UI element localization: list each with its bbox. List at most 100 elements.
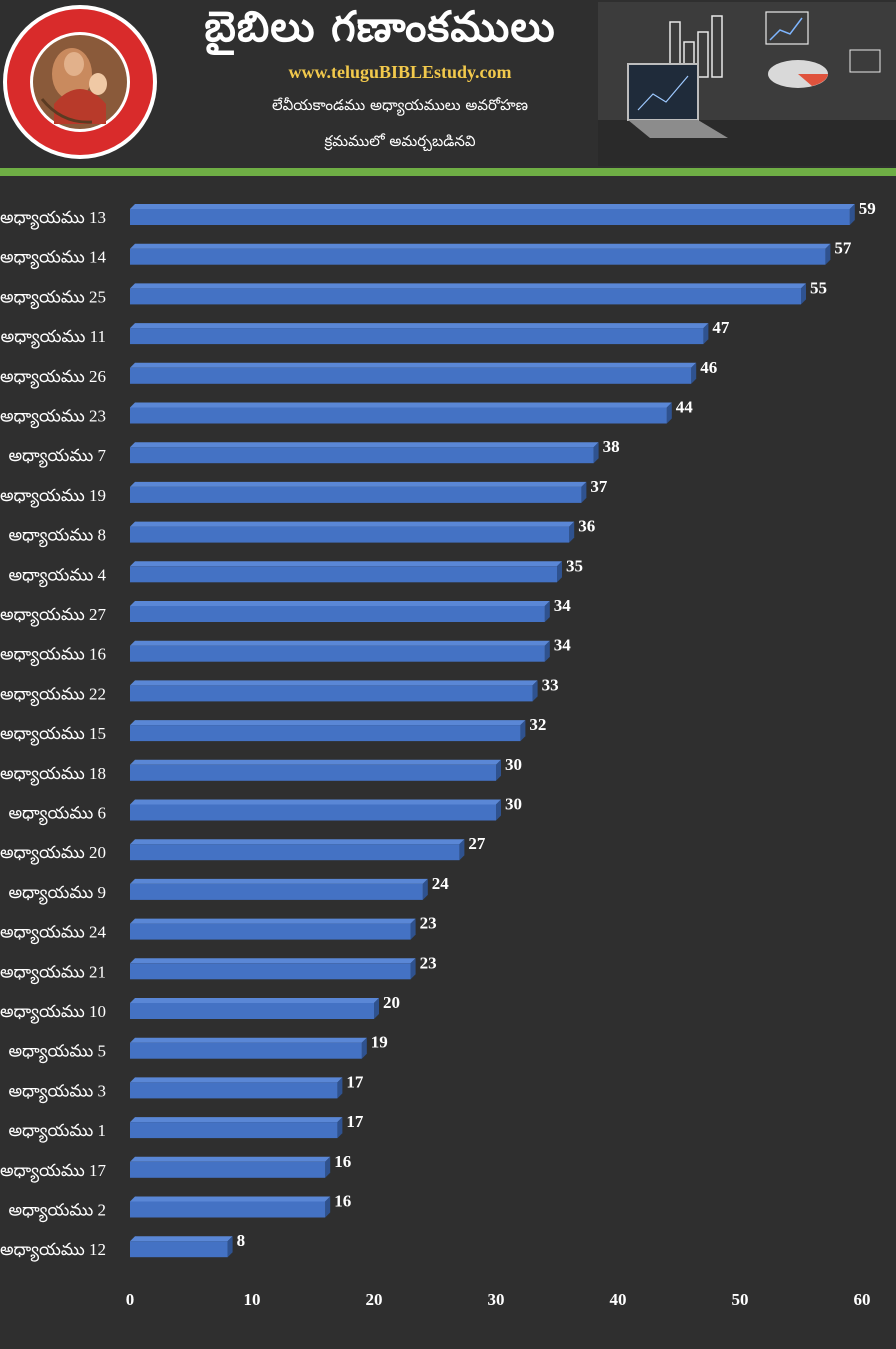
bar xyxy=(130,918,416,940)
bar-side-face xyxy=(703,323,709,345)
data-label: 55 xyxy=(810,278,827,297)
bar-side-face xyxy=(361,1037,367,1059)
category-label: అధ్యాయము 17 xyxy=(0,1161,106,1183)
bar xyxy=(130,680,538,702)
bar-top-face xyxy=(130,561,562,567)
category-label: అధ్యాయము 7 xyxy=(8,446,106,468)
header-banner: బైబిలు గణాంకములు www.teluguBIBLEstudy.co… xyxy=(0,0,896,168)
bar xyxy=(130,878,428,900)
category-label: అధ్యాయము 15 xyxy=(0,724,106,746)
bar-side-face xyxy=(325,1156,331,1178)
bar-front-face xyxy=(130,606,545,622)
data-label: 30 xyxy=(505,755,522,774)
bar-top-face xyxy=(130,759,501,765)
bar-top-face xyxy=(130,680,538,686)
bar-front-face xyxy=(130,209,850,225)
data-label: 19 xyxy=(371,1033,388,1052)
x-tick-label: 0 xyxy=(126,1290,135,1309)
bar-top-face xyxy=(130,521,575,527)
x-tick-label: 40 xyxy=(610,1290,627,1309)
bar xyxy=(130,1117,343,1139)
x-axis-ticks: 0 10 20 30 40 50 60 xyxy=(126,1290,871,1309)
category-label: అధ్యాయము 2 xyxy=(8,1201,106,1223)
category-labels: అధ్యాయము 13 అధ్యాయము 14 అధ్యాయము 25 అధ్యాయమ… xyxy=(0,208,106,1262)
bar-front-face xyxy=(130,645,545,662)
bar-side-face xyxy=(557,561,562,583)
laptop-charts-image xyxy=(598,2,896,166)
category-label: అధ్యాయము 26 xyxy=(0,367,106,389)
bar xyxy=(130,1196,331,1218)
bar-side-face xyxy=(520,720,526,742)
data-label: 16 xyxy=(334,1192,351,1211)
data-label: 24 xyxy=(432,874,450,893)
bar-front-face xyxy=(130,963,411,980)
bar-front-face xyxy=(130,1241,228,1258)
bar-front-face xyxy=(130,407,667,424)
data-label: 33 xyxy=(542,675,559,694)
bar-top-face xyxy=(130,918,416,924)
category-label: అధ్యాయము 24 xyxy=(0,923,106,945)
bar-side-face xyxy=(544,601,550,622)
bars-group xyxy=(130,204,855,1258)
bar-front-face xyxy=(130,566,557,583)
data-label: 38 xyxy=(603,437,620,456)
bar-top-face xyxy=(130,1117,343,1123)
bar-top-face xyxy=(130,362,697,368)
x-tick-label: 60 xyxy=(854,1290,871,1309)
category-label: అధ్యాయము 18 xyxy=(0,764,106,786)
bar-front-face xyxy=(130,447,594,464)
bar-top-face xyxy=(130,640,550,646)
bar xyxy=(130,362,697,384)
data-label: 34 xyxy=(554,636,572,655)
category-label: అధ్యాయము 20 xyxy=(0,843,106,865)
data-label: 59 xyxy=(859,199,876,218)
data-label: 17 xyxy=(346,1112,364,1131)
website-link[interactable]: www.teluguBIBLEstudy.com xyxy=(288,62,512,82)
bar-top-face xyxy=(130,283,806,289)
bar xyxy=(130,601,550,622)
category-label: అధ్యాయము 9 xyxy=(8,883,106,905)
bar-side-face xyxy=(849,204,855,225)
category-label: అధ్యాయము 4 xyxy=(8,565,106,587)
bar-top-face xyxy=(130,1077,343,1083)
bar-side-face xyxy=(227,1236,233,1258)
bar-front-face xyxy=(130,367,692,384)
subtitle-line-2: క్రమములో అమర్చబడినవి xyxy=(324,132,476,150)
x-tick-label: 30 xyxy=(488,1290,505,1309)
header-divider xyxy=(0,168,896,176)
data-label: 27 xyxy=(468,834,486,853)
bar-front-face xyxy=(130,486,582,503)
bar-top-face xyxy=(130,243,831,249)
category-label: అధ్యాయము 11 xyxy=(1,327,106,349)
category-label: అధ్యాయము 12 xyxy=(0,1240,106,1262)
bar-front-face xyxy=(130,883,423,900)
bar-top-face xyxy=(130,1196,331,1202)
bar-chart: అధ్యాయము 13 అధ్యాయము 14 అధ్యాయము 25 అధ్యాయమ… xyxy=(0,199,876,1309)
data-label: 57 xyxy=(834,239,852,258)
bar-front-face xyxy=(130,764,496,781)
bar-front-face xyxy=(130,685,533,702)
bible-nestam-logo xyxy=(3,5,157,159)
category-label: అధ్యాయము 6 xyxy=(8,804,106,826)
x-tick-label: 10 xyxy=(244,1290,261,1309)
bar xyxy=(130,1077,343,1099)
bar-top-face xyxy=(130,958,416,964)
category-label: అధ్యాయము 27 xyxy=(0,605,106,627)
bar-side-face xyxy=(532,680,538,702)
data-label: 16 xyxy=(334,1152,351,1171)
data-label: 47 xyxy=(712,318,730,337)
bar xyxy=(130,1236,233,1258)
bar-top-face xyxy=(130,601,550,606)
bar-front-face xyxy=(130,248,826,265)
category-label: అధ్యాయము 23 xyxy=(0,407,106,429)
bar xyxy=(130,561,562,583)
bar-top-face xyxy=(130,1236,233,1242)
bar-top-face xyxy=(130,839,465,845)
bar-front-face xyxy=(130,844,460,861)
bar-front-face xyxy=(130,1122,338,1139)
bar-top-face xyxy=(130,481,587,487)
data-label: 30 xyxy=(505,795,522,814)
bar xyxy=(130,1037,367,1059)
category-label: అధ్యాయము 13 xyxy=(0,208,106,230)
bar xyxy=(130,442,599,464)
